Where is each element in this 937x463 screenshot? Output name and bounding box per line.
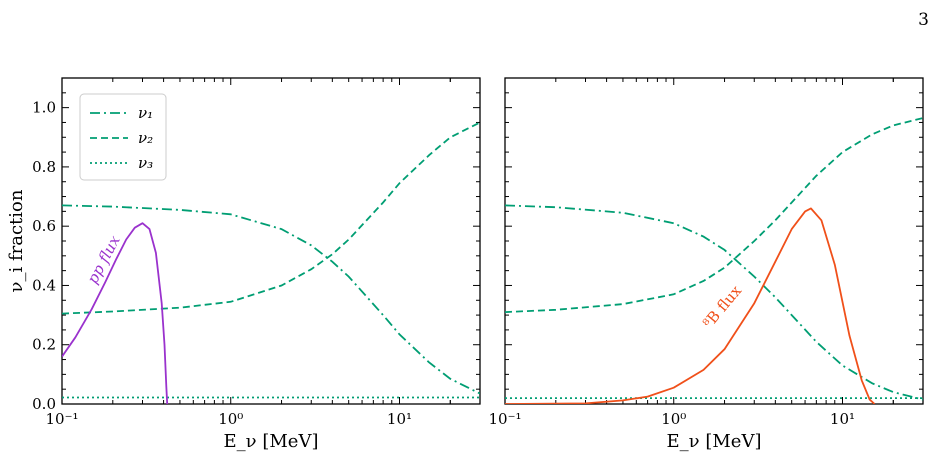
x-tick-label: 10⁻¹ [488, 410, 521, 428]
legend-label-nu1: ν₁ [138, 104, 153, 122]
legend-label-nu2: ν₂ [138, 129, 153, 147]
y-tick-label: 0.2 [32, 336, 56, 354]
y-tick-label: 0.4 [32, 276, 56, 294]
plot-area [505, 117, 923, 404]
panel-left: 0.0 0.2 0.4 0.6 0.8 1.0 10⁻¹ 10⁰ 10¹ E_ν [MeV] ν_i… [6, 77, 481, 452]
y-tick-label: 1.0 [32, 99, 56, 117]
x-tick-label: 10⁻¹ [45, 410, 78, 428]
x-tick-label: 10¹ [387, 410, 412, 428]
legend: ν₁ ν₂ ν₃ [79, 93, 167, 181]
b8-flux-label: ⁸B flux [699, 281, 745, 331]
y-tick-label: 0.0 [32, 395, 56, 413]
panel-right: 10⁻¹ 10⁰ 10¹ E_ν [MeV] ⁸B flux [488, 77, 924, 452]
x-axis-label: E_ν [MeV] [224, 431, 319, 452]
y-axis-label: ν_i fraction [6, 189, 27, 292]
x-tick-label: 10¹ [830, 410, 855, 428]
y-tick-label: 0.6 [32, 217, 56, 235]
series-line-nu2 [505, 117, 923, 313]
plot-area [62, 121, 480, 404]
x-axis-label: E_ν [MeV] [667, 431, 762, 452]
x-tick-label: 10⁰ [661, 410, 686, 428]
series-line-nu1 [505, 204, 923, 401]
x-tick-label: 10⁰ [218, 410, 243, 428]
legend-box [79, 93, 167, 181]
pp-flux-label: pp flux [83, 232, 124, 287]
series-line-nu2 [62, 121, 480, 315]
y-tick-label: 0.8 [32, 158, 56, 176]
page-number: 3 [918, 10, 929, 30]
series-line-nu1 [62, 204, 480, 395]
legend-label-nu3: ν₃ [138, 154, 153, 172]
b8-flux-curve [505, 207, 876, 404]
plot-frame [504, 77, 924, 405]
pp-flux-curve [62, 222, 169, 404]
